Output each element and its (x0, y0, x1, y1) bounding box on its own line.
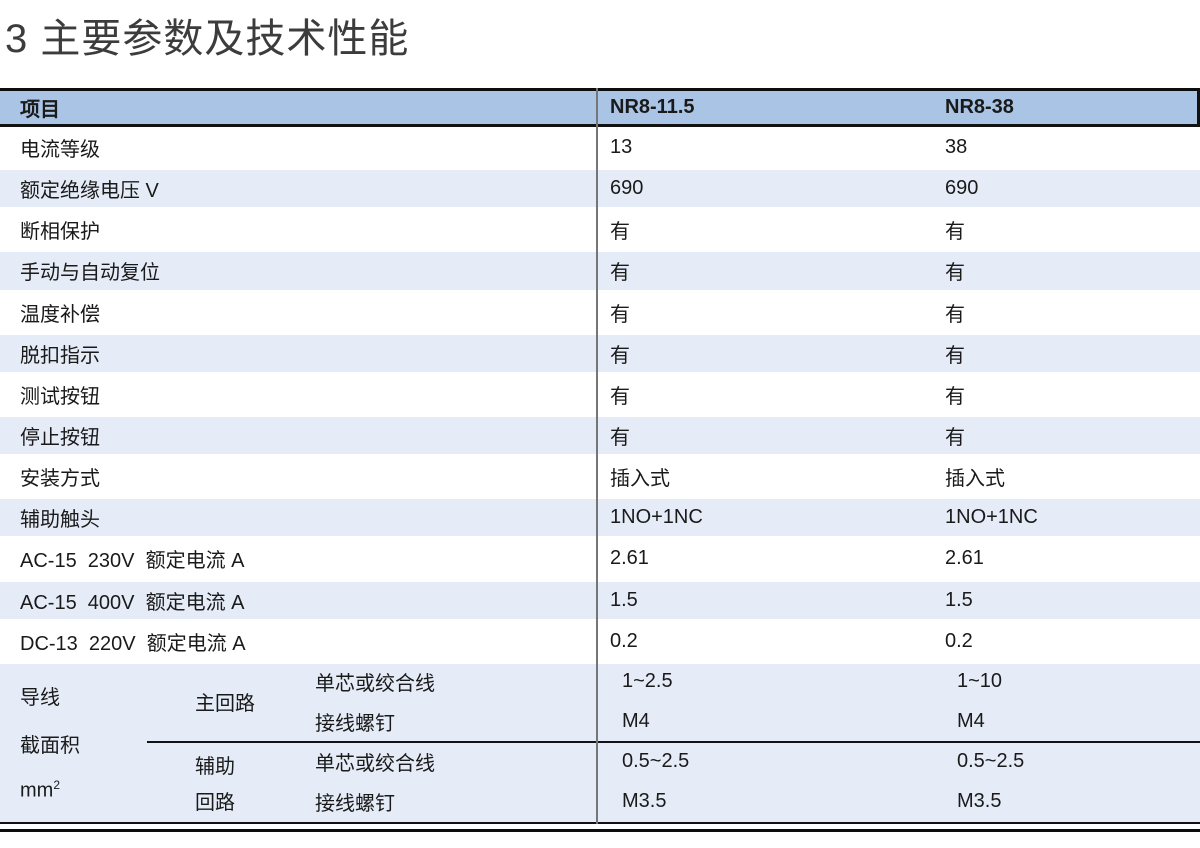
table-row: 手动与自动复位 有 有 (0, 250, 1200, 292)
wire-value-nr8-11-5: M4 (622, 710, 650, 733)
row-label: 额定绝缘电压 V (20, 180, 159, 203)
wire-value-nr8-11-5: 1~2.5 (622, 670, 673, 693)
row-label: 电流等级 (20, 139, 100, 162)
table-bottom-rule-gap (0, 823, 1200, 829)
header-cell-nr8-11-5: NR8-11.5 (610, 96, 695, 118)
wire-row: 单芯或绞合线 1~2.5 1~10 (315, 662, 1200, 702)
main-circuit-label: 主回路 (195, 693, 255, 716)
row-value-nr8-38: 有 (945, 385, 965, 408)
table-row: AC-15 400V 额定电流 A 1.5 1.5 (0, 579, 1200, 621)
row-value-nr8-11-5: 13 (610, 136, 633, 159)
table-row: AC-15 230V 额定电流 A 2.61 2.61 (0, 538, 1200, 580)
row-value-nr8-11-5: 有 (610, 385, 630, 408)
wire-subsection-divider (147, 740, 1200, 743)
wire-value-nr8-11-5: 0.5~2.5 (622, 750, 690, 773)
table-row: 额定绝缘电压 V 690 690 (0, 168, 1200, 210)
row-value-nr8-11-5: 有 (610, 221, 630, 244)
row-value-nr8-38: 有 (945, 221, 965, 244)
row-value-nr8-11-5: 690 (610, 177, 644, 200)
aux-circuit-rows: 单芯或绞合线 0.5~2.5 0.5~2.5 接线螺钉 M3.5 M3.5 (315, 742, 1200, 822)
row-value-nr8-38: 1.5 (945, 588, 973, 611)
table-row: 辅助触头 1NO+1NC 1NO+1NC (0, 497, 1200, 539)
row-value-nr8-38: 1NO+1NC (945, 506, 1038, 529)
table-bottom-rule-thin (0, 821, 1200, 824)
row-value-nr8-11-5: 有 (610, 262, 630, 285)
table-row: DC-13 220V 额定电流 A 0.2 0.2 (0, 620, 1200, 662)
spec-table: 项目 NR8-11.5 NR8-38 电流等级 13 38 额定绝缘电压 V 6… (0, 88, 1200, 832)
table-row: 断相保护 有 有 (0, 209, 1200, 251)
wire-label-line1: 导线 (20, 687, 60, 710)
table-header-row: 项目 NR8-11.5 NR8-38 (0, 88, 1200, 127)
table-row: 停止按钮 有 有 (0, 414, 1200, 457)
row-value-nr8-11-5: 1NO+1NC (610, 506, 703, 529)
wire-row: 单芯或绞合线 0.5~2.5 0.5~2.5 (315, 742, 1200, 782)
wire-param-label: 接线螺钉 (315, 713, 395, 736)
row-value-nr8-11-5: 有 (610, 427, 630, 450)
row-value-nr8-38: 38 (945, 136, 968, 159)
row-value-nr8-11-5: 1.5 (610, 588, 638, 611)
table-row: 安装方式 插入式 插入式 (0, 456, 1200, 498)
row-value-nr8-38: 有 (945, 303, 965, 326)
wire-label-line3: mm2 (20, 777, 61, 802)
row-value-nr8-38: 690 (945, 177, 979, 200)
row-label: 断相保护 (20, 221, 100, 244)
row-value-nr8-38: 有 (945, 262, 965, 285)
wire-section-label: 导线 截面积 mm2 (20, 662, 80, 822)
table-bottom-rule-thick (0, 828, 1200, 832)
wire-value-nr8-38: M4 (957, 710, 985, 733)
row-label: AC-15 400V 额定电流 A (20, 591, 245, 614)
table-row: 温度补偿 有 有 (0, 291, 1200, 333)
row-value-nr8-11-5: 0.2 (610, 629, 638, 652)
wire-value-nr8-11-5: M3.5 (622, 790, 667, 813)
superscript-2: 2 (53, 777, 61, 792)
wire-row: 接线螺钉 M4 M4 (315, 702, 1200, 742)
wire-value-nr8-38: 1~10 (957, 670, 1003, 693)
row-label: 温度补偿 (20, 303, 100, 326)
row-value-nr8-38: 有 (945, 427, 965, 450)
main-circuit-rows: 单芯或绞合线 1~2.5 1~10 接线螺钉 M4 M4 (315, 662, 1200, 742)
header-cell-item: 项目 (20, 99, 60, 121)
row-label: DC-13 220V 额定电流 A (20, 632, 246, 655)
wire-value-nr8-38: 0.5~2.5 (957, 750, 1025, 773)
row-label: 辅助触头 (20, 509, 100, 532)
row-label: AC-15 230V 额定电流 A (20, 550, 245, 573)
wire-cross-section-block: 导线 截面积 mm2 主回路 单芯或绞合线 1~2.5 1~10 接线螺钉 M4… (0, 661, 1200, 822)
wire-param-label: 单芯或绞合线 (315, 673, 435, 696)
row-value-nr8-11-5: 插入式 (610, 468, 670, 491)
row-label: 安装方式 (20, 468, 100, 491)
aux-circuit-label: 辅助 回路 (195, 755, 235, 814)
wire-label-line2: 截面积 (20, 735, 80, 758)
wire-value-nr8-38: M3.5 (957, 790, 1002, 813)
row-label: 脱扣指示 (20, 344, 100, 367)
row-value-nr8-38: 0.2 (945, 629, 973, 652)
wire-row: 接线螺钉 M3.5 M3.5 (315, 782, 1200, 822)
column-divider-line (596, 88, 598, 824)
row-value-nr8-38: 插入式 (945, 468, 1005, 491)
table-row: 测试按钮 有 有 (0, 373, 1200, 415)
table-row: 脱扣指示 有 有 (0, 332, 1200, 374)
row-value-nr8-38: 有 (945, 344, 965, 367)
row-label: 手动与自动复位 (20, 262, 160, 285)
wire-param-label: 单芯或绞合线 (315, 753, 435, 776)
wire-param-label: 接线螺钉 (315, 793, 395, 816)
row-value-nr8-11-5: 2.61 (610, 547, 649, 570)
row-value-nr8-38: 2.61 (945, 547, 984, 570)
table-row: 电流等级 13 38 (0, 127, 1200, 169)
header-cell-nr8-38: NR8-38 (945, 96, 1014, 118)
page-title: 3 主要参数及技术性能 (5, 17, 410, 61)
row-value-nr8-11-5: 有 (610, 303, 630, 326)
row-value-nr8-11-5: 有 (610, 344, 630, 367)
row-label: 停止按钮 (20, 427, 100, 450)
row-label: 测试按钮 (20, 385, 100, 408)
